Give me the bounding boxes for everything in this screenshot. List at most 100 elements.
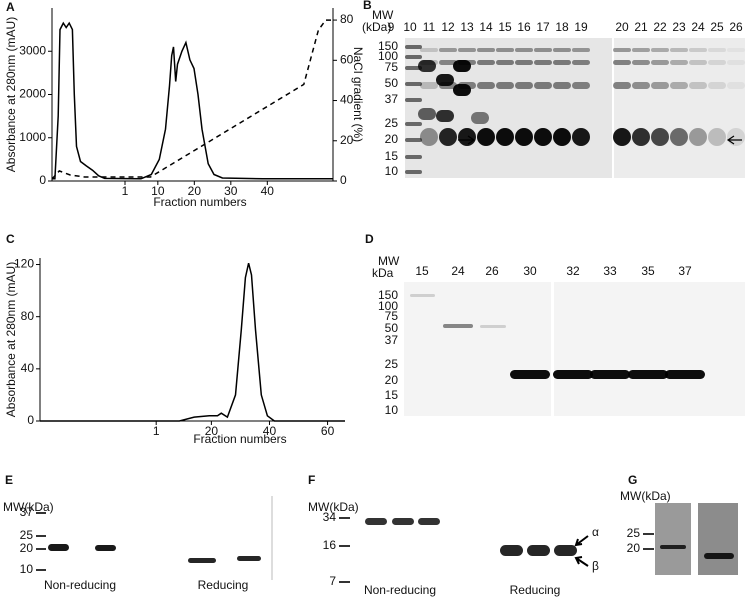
lane-label: 17 bbox=[536, 20, 550, 34]
lane-label: 9 bbox=[388, 20, 395, 34]
gel-band bbox=[496, 82, 514, 89]
lane-label: 18 bbox=[555, 20, 569, 34]
gel-image bbox=[554, 282, 745, 416]
gel-band bbox=[500, 545, 523, 556]
lane-label: 35 bbox=[641, 264, 655, 278]
lane-label: 15 bbox=[498, 20, 512, 34]
gel-band bbox=[436, 74, 454, 86]
panel-label: B bbox=[363, 0, 372, 12]
gel-band bbox=[708, 60, 726, 65]
marker-label: 20 bbox=[627, 541, 641, 555]
line-series bbox=[51, 19, 333, 180]
gel-band bbox=[420, 128, 438, 146]
condition-label: Reducing bbox=[198, 578, 249, 592]
x-tick-label: 40 bbox=[261, 184, 275, 198]
marker-label: 20 bbox=[20, 541, 34, 555]
gel-band bbox=[188, 558, 216, 563]
lane-label: 16 bbox=[517, 20, 531, 34]
gel-band bbox=[453, 60, 471, 72]
marker-label: 10 bbox=[385, 164, 399, 178]
lane-label: 26 bbox=[485, 264, 499, 278]
gel-image bbox=[614, 38, 745, 178]
marker-label: 50 bbox=[385, 321, 399, 335]
gel-band bbox=[704, 553, 734, 559]
marker-label: 50 bbox=[385, 76, 399, 90]
lane-label: 25 bbox=[710, 20, 724, 34]
lane-label: 21 bbox=[634, 20, 648, 34]
gel-band bbox=[410, 294, 435, 297]
panel-label: D bbox=[365, 232, 374, 246]
y-tick-label: 0 bbox=[39, 173, 46, 187]
lane-label: 11 bbox=[423, 20, 436, 34]
gel-band bbox=[365, 518, 387, 525]
y-axis-label: Absorbance at 280nm (mAU) bbox=[4, 17, 18, 172]
gel-band bbox=[553, 48, 571, 52]
y-tick-label: 0 bbox=[27, 413, 34, 427]
condition-label: Non-reducing bbox=[364, 583, 436, 597]
y-tick-label: 2000 bbox=[19, 87, 46, 101]
gel-band bbox=[480, 325, 506, 328]
gel-band bbox=[515, 128, 533, 146]
lane-label: 13 bbox=[460, 20, 474, 34]
gel-band bbox=[554, 545, 577, 556]
y2-tick-label: 80 bbox=[340, 12, 354, 26]
gel-band bbox=[651, 82, 669, 89]
marker-label: 34 bbox=[323, 510, 337, 524]
lane-label: 22 bbox=[653, 20, 667, 34]
gel-band bbox=[613, 48, 631, 52]
gel-band bbox=[439, 128, 457, 146]
gel-image bbox=[404, 282, 551, 416]
gel-band bbox=[515, 48, 533, 52]
gel-band bbox=[477, 60, 495, 65]
gel-band bbox=[453, 84, 471, 96]
x-tick-label: 10 bbox=[151, 184, 165, 198]
gel-band bbox=[471, 112, 489, 124]
gel-band bbox=[405, 155, 422, 159]
gel-band bbox=[727, 82, 745, 89]
panel-label: G bbox=[628, 473, 637, 487]
x-axis-label: Fraction numbers bbox=[193, 432, 286, 446]
mw-label: MW bbox=[372, 8, 394, 22]
gel-image bbox=[405, 38, 612, 178]
panel-label: C bbox=[6, 232, 15, 246]
gel-band bbox=[237, 556, 261, 561]
gel-band bbox=[439, 48, 457, 52]
lane-label: 32 bbox=[566, 264, 580, 278]
line-series bbox=[40, 263, 345, 422]
marker-label: 37 bbox=[385, 92, 399, 106]
marker-label: 37 bbox=[385, 333, 399, 347]
y2-tick-label: 60 bbox=[340, 52, 354, 66]
gel-band bbox=[534, 60, 552, 65]
panel-label: E bbox=[5, 473, 13, 487]
marker-label: 75 bbox=[385, 60, 399, 74]
gel-band bbox=[405, 122, 422, 126]
mw-label: MW(kDa) bbox=[620, 489, 671, 503]
y2-tick-label: 20 bbox=[340, 133, 354, 147]
marker-label: 20 bbox=[385, 132, 399, 146]
y-axis-label: Absorbance at 280nm (mAU) bbox=[4, 262, 18, 417]
lane-label: 12 bbox=[441, 20, 455, 34]
gel-band bbox=[572, 48, 590, 52]
gel-band bbox=[689, 82, 707, 89]
mw-label: MW bbox=[378, 254, 400, 268]
gel-band bbox=[613, 128, 631, 146]
gel-band bbox=[405, 98, 422, 102]
lane-label: 30 bbox=[523, 264, 537, 278]
lane-label: 10 bbox=[403, 20, 417, 34]
marker-label: 16 bbox=[323, 538, 337, 552]
marker-label: 25 bbox=[627, 526, 641, 540]
marker-label: 150 bbox=[378, 288, 398, 302]
gel-band bbox=[477, 128, 495, 146]
gel-band bbox=[572, 82, 590, 89]
gel-band bbox=[689, 60, 707, 65]
gel-band bbox=[534, 48, 552, 52]
gel-band bbox=[689, 48, 707, 52]
x-tick-label: 30 bbox=[224, 184, 238, 198]
marker-label: 10 bbox=[385, 403, 399, 417]
y-tick-label: 1000 bbox=[19, 130, 46, 144]
gel-band bbox=[439, 60, 457, 65]
subunit-label: α bbox=[592, 525, 599, 539]
mw-label: MW(kDa) bbox=[308, 500, 359, 514]
marker-label: 7 bbox=[329, 574, 336, 588]
